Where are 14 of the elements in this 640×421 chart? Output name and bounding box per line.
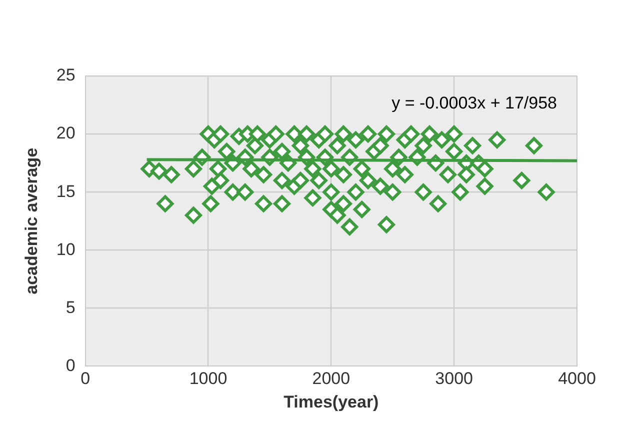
x-axis-title: Times(year) [284,392,379,412]
x-tick-label: 4000 [558,369,596,388]
y-tick-label: 25 [56,66,76,85]
y-tick-label: 20 [56,124,76,143]
y-tick-label: 15 [56,182,76,201]
y-tick-label: 10 [56,240,76,259]
annotation: y = -0.0003x + 17/958 [392,94,557,113]
x-tick-label: 1000 [189,369,228,388]
x-tick-label: 0 [80,369,90,388]
x-tick-label: 3000 [435,369,473,388]
y-axis-title: academic average [22,148,41,294]
y-tick-label: 0 [66,356,76,375]
x-tick-label: 2000 [312,369,350,388]
y-tick-label: 5 [66,298,76,317]
